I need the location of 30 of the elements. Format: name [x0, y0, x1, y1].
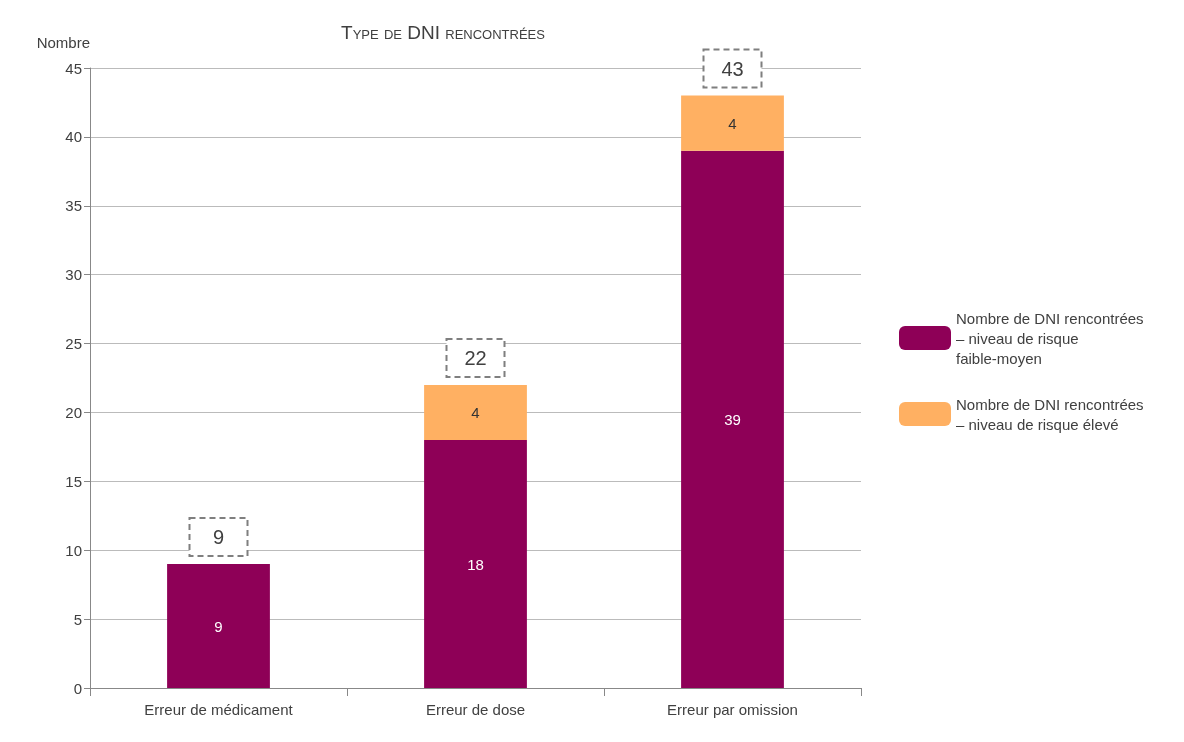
x-tick-label: Erreur de dose	[425, 701, 526, 718]
total-label: 9	[212, 526, 225, 548]
bar	[167, 564, 270, 688]
data-label: 18	[467, 555, 484, 573]
y-tick-label: 30	[65, 266, 82, 284]
y-tick-label: 10	[65, 541, 82, 559]
y-tick-label: 45	[65, 59, 82, 77]
y-tick-label: 40	[65, 128, 82, 146]
legend-label: Nombre de DNI rencontrées – niveau de risque faible-moyen	[956, 309, 1148, 367]
bar	[424, 440, 527, 688]
total-label: 43	[721, 57, 744, 80]
total-label: 22	[464, 346, 487, 369]
data-label: 39	[724, 410, 741, 428]
y-tick-label: 15	[65, 472, 82, 490]
y-axis-title: Nombre	[36, 34, 90, 51]
chart-title: Type de DNI rencontrées	[341, 22, 545, 43]
bar	[681, 95, 784, 151]
y-tick-label: 20	[65, 403, 82, 421]
x-tick-label: Erreur de médicament	[144, 701, 294, 718]
legend-label: Nombre de DNI rencontrées – niveau de risque élevé	[956, 395, 1148, 433]
data-label: 9	[214, 617, 223, 635]
x-tick-label: Erreur par omission	[667, 701, 798, 718]
bar	[424, 384, 527, 440]
y-tick-label: 35	[65, 197, 82, 215]
y-tick-label: 25	[65, 335, 82, 353]
bar	[681, 150, 784, 688]
y-tick-label: 0	[73, 679, 82, 697]
data-label: 4	[728, 114, 737, 132]
data-label: 4	[471, 403, 480, 421]
y-tick-label: 5	[73, 610, 82, 628]
